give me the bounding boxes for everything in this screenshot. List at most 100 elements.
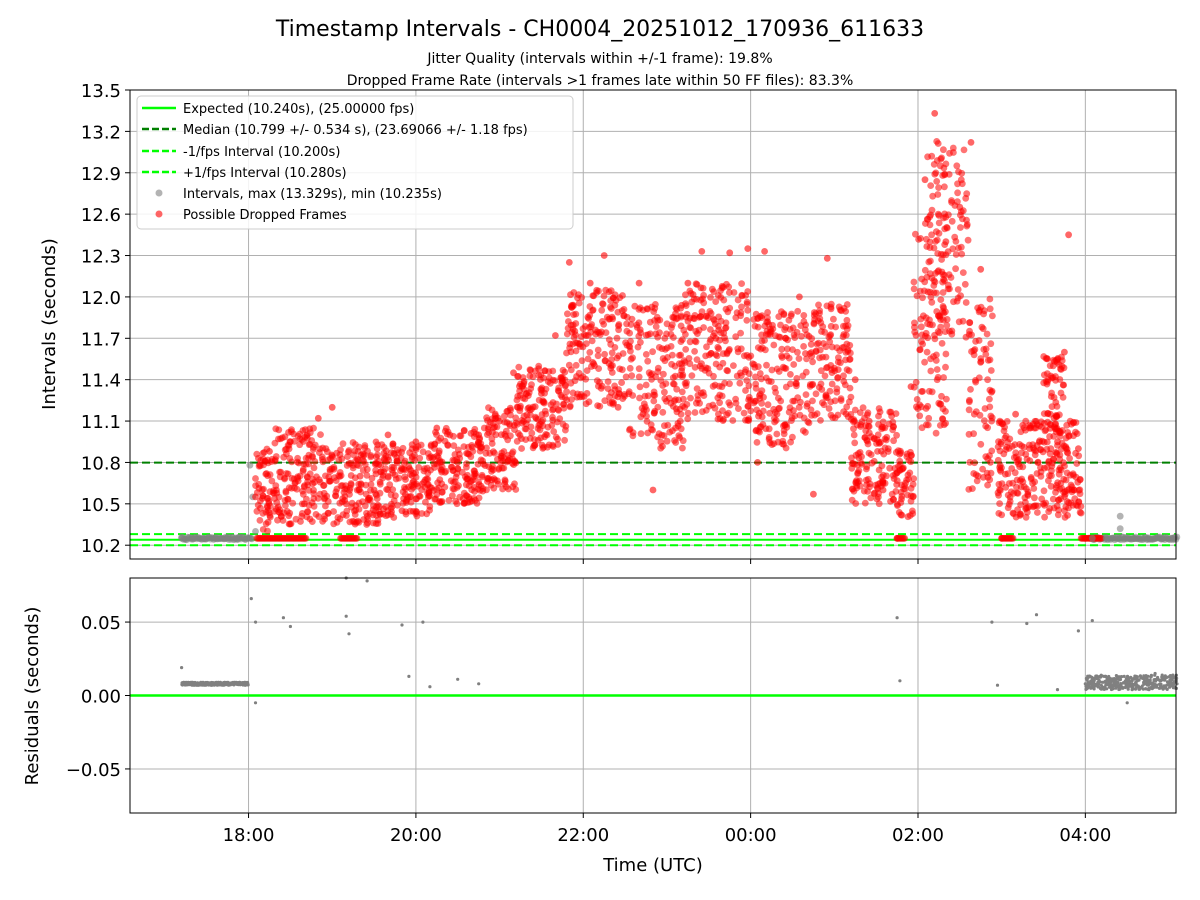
dropped-frame-point — [572, 361, 580, 369]
dropped-frame-point — [770, 341, 778, 349]
dropped-frame-point — [851, 406, 859, 414]
dropped-frame-point — [553, 418, 561, 426]
dropped-frame-point — [1002, 432, 1010, 440]
dropped-frame-point — [800, 318, 808, 325]
dropped-frame-point — [941, 225, 949, 233]
dropped-frame-point — [554, 406, 562, 413]
dropped-frame-point — [707, 294, 714, 301]
intervals-y-ticks: 10.2 10.5 10.8 11.1 11.4 11.7 12.0 12.3 12.6 12.9… — [81, 81, 130, 557]
dropped-frame-point — [301, 426, 309, 434]
interval-point — [189, 534, 197, 542]
dropped-frame-point — [682, 346, 690, 353]
residual-point — [895, 616, 899, 620]
dropped-frame-point — [663, 320, 671, 328]
dropped-frame-point — [786, 404, 794, 411]
interval-point — [178, 534, 186, 542]
dropped-frame-point — [441, 483, 449, 491]
dropped-frame-point — [572, 310, 580, 318]
dropped-frame-point — [777, 321, 784, 329]
dropped-frame-point — [678, 367, 685, 374]
dropped-frame-point — [568, 396, 575, 403]
dropped-frame-point — [373, 511, 380, 519]
dropped-frame-point — [913, 396, 921, 403]
dropped-frame-point — [938, 256, 945, 263]
dropped-frame-point — [979, 465, 986, 473]
y-tick-label: −0.05 — [66, 760, 121, 781]
dropped-frame-point — [686, 287, 694, 295]
dropped-frame-point — [558, 393, 566, 401]
dropped-frame-point — [1048, 403, 1056, 410]
residual-point — [1167, 682, 1171, 686]
dropped-frame-point — [907, 484, 915, 492]
interval-point — [200, 534, 208, 542]
dropped-frame-point — [406, 449, 414, 457]
dropped-frame-point — [742, 292, 750, 299]
dropped-frame-point — [355, 443, 363, 451]
dropped-frame-point — [705, 351, 713, 359]
residual-point — [1130, 688, 1134, 692]
dropped-frame-point — [337, 472, 345, 479]
dropped-frame-point — [910, 285, 918, 293]
dropped-frame-point — [342, 500, 350, 508]
dropped-frame-point — [305, 451, 313, 459]
dropped-frame-point — [639, 306, 647, 314]
dropped-frame-point — [1044, 355, 1051, 363]
dropped-frame-point — [456, 432, 464, 440]
dropped-frame-point — [631, 302, 639, 310]
dropped-frame-point — [848, 460, 856, 467]
dropped-frame-point — [927, 293, 935, 301]
dropped-frame-point — [938, 154, 945, 162]
dropped-frame-point — [996, 466, 1004, 474]
dropped-frame-point — [1044, 376, 1052, 384]
dropped-frame-point — [928, 206, 936, 214]
residuals-points — [180, 576, 1179, 705]
dropped-frame-point — [1059, 427, 1066, 434]
dropped-frame-point — [597, 385, 605, 392]
dropped-frame-point — [710, 372, 717, 380]
dropped-frame-point — [729, 417, 737, 424]
dropped-frame-point — [383, 486, 390, 493]
residual-point — [180, 666, 184, 670]
dropped-frame-point — [596, 402, 604, 410]
dropped-frame-point — [984, 481, 991, 489]
dropped-frame-point — [833, 385, 841, 393]
dropped-frame-point — [917, 315, 925, 323]
dropped-frame-point — [986, 295, 994, 303]
dropped-frame-point — [816, 354, 823, 362]
dropped-frame-point — [857, 423, 864, 430]
dropped-frame-point — [755, 412, 762, 420]
residual-point — [1096, 685, 1100, 689]
dropped-frame-point — [588, 363, 595, 370]
dropped-frame-point — [656, 316, 664, 324]
legend-intervals-marker — [155, 189, 163, 197]
dropped-frame-point — [747, 407, 755, 415]
dropped-frame-point — [750, 399, 758, 407]
dropped-frame-point — [538, 418, 545, 425]
dropped-frame-point — [926, 270, 934, 278]
dropped-frame-point — [1046, 433, 1053, 440]
dropped-frame-point — [1018, 442, 1026, 450]
dropped-frame-point — [579, 325, 587, 332]
dropped-frame-point — [781, 421, 789, 429]
dropped-frame-point — [651, 317, 658, 324]
dropped-frame-point — [966, 319, 973, 327]
dropped-frame-point — [737, 372, 745, 380]
dropped-frame-point — [924, 288, 932, 296]
dropped-frame-point — [390, 514, 398, 521]
dropped-frame-point — [651, 391, 659, 399]
dropped-frame-point — [810, 490, 817, 498]
dropped-frame-point — [935, 219, 943, 227]
dropped-frame-point — [406, 471, 414, 478]
dropped-frame-point — [867, 494, 875, 502]
dropped-frame-point — [659, 442, 666, 450]
dropped-frame-point — [796, 293, 803, 301]
dropped-frame-point — [380, 444, 388, 451]
dropped-frame-point — [720, 329, 728, 337]
dropped-frame-point — [984, 424, 991, 432]
dropped-frame-point — [661, 395, 669, 403]
y-tick-label: 12.0 — [81, 288, 121, 309]
dropped-frame-point — [923, 421, 930, 429]
dropped-frame-point — [308, 437, 316, 444]
dropped-frame-point — [1065, 433, 1073, 440]
dropped-frame-point — [770, 405, 778, 413]
